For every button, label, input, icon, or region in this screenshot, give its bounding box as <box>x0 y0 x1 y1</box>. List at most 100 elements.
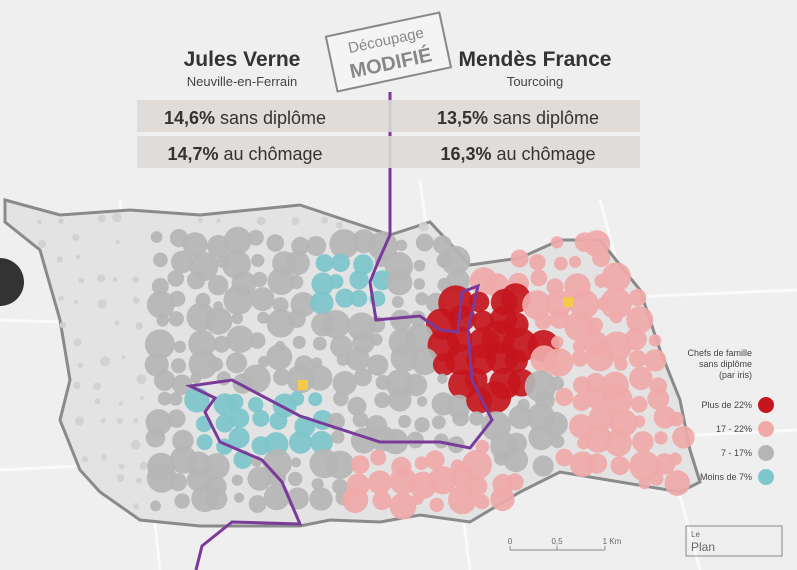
dot <box>532 455 554 477</box>
dot <box>544 348 574 377</box>
dot <box>528 424 554 451</box>
dot <box>116 417 123 424</box>
dot <box>135 322 143 330</box>
dot <box>133 503 140 510</box>
dot <box>252 271 268 288</box>
dot <box>204 307 233 335</box>
dot <box>367 354 389 376</box>
dot <box>415 292 429 306</box>
dot <box>157 391 172 406</box>
dot <box>672 426 695 449</box>
dot <box>112 212 122 223</box>
dot <box>247 229 264 246</box>
dot <box>413 278 426 290</box>
legend-swatch <box>758 397 774 413</box>
dot <box>171 374 193 395</box>
dot <box>56 256 63 263</box>
scale-label: 0,5 <box>551 537 563 546</box>
dot <box>418 221 429 232</box>
legend-title: Chefs de famille <box>687 348 752 358</box>
dot <box>72 233 80 241</box>
dot <box>291 457 301 468</box>
dot <box>331 253 350 272</box>
dot <box>145 427 166 448</box>
dot <box>389 492 417 520</box>
dot <box>252 409 270 427</box>
legend-swatch <box>758 469 774 485</box>
dot <box>479 381 512 414</box>
scale-label: 0 <box>508 537 513 546</box>
school-marker <box>298 380 308 390</box>
dot <box>58 218 64 225</box>
dot <box>604 429 633 457</box>
dot <box>73 382 81 390</box>
right-subtitle: Tourcoing <box>507 74 563 89</box>
dot <box>59 321 67 329</box>
dot <box>140 395 145 400</box>
dot <box>350 455 370 474</box>
dot <box>411 492 424 505</box>
dot <box>272 297 289 314</box>
dot <box>411 348 439 376</box>
dot <box>132 296 140 304</box>
dot <box>669 411 684 427</box>
dot <box>554 256 568 271</box>
dot <box>81 456 89 463</box>
dot <box>347 396 367 416</box>
dot <box>425 450 445 470</box>
dot <box>632 431 654 453</box>
dot <box>415 233 434 252</box>
dot <box>94 398 101 405</box>
dot <box>407 431 424 449</box>
dot <box>266 234 285 252</box>
dot <box>153 369 176 391</box>
right-title: Mendès France <box>459 48 612 71</box>
dot <box>629 366 653 391</box>
dot <box>173 340 186 353</box>
dot <box>368 231 398 261</box>
legend-swatch <box>758 421 774 437</box>
stat-label: sans diplôme <box>220 108 326 128</box>
dot <box>226 352 247 374</box>
dot <box>549 376 565 391</box>
dot <box>588 405 615 431</box>
stamp-frame <box>324 11 453 93</box>
dot <box>510 249 529 268</box>
dot <box>587 317 604 334</box>
dot <box>374 392 391 409</box>
school-marker <box>563 297 573 307</box>
dot <box>664 470 691 496</box>
dot <box>584 386 607 409</box>
dot <box>170 358 187 374</box>
dot <box>287 309 306 328</box>
dot <box>168 311 184 327</box>
dot <box>506 473 524 491</box>
dot <box>370 449 387 466</box>
logo: Le Plan <box>685 525 783 557</box>
dot <box>156 314 169 327</box>
dot <box>100 356 110 367</box>
dot <box>333 390 349 407</box>
dot <box>600 287 632 320</box>
dot <box>256 216 266 226</box>
dot <box>386 269 413 296</box>
dot <box>346 347 370 371</box>
stat-line: 13,5% sans diplôme <box>437 108 599 128</box>
dot <box>469 411 484 426</box>
dot <box>551 335 564 349</box>
dot <box>291 217 300 226</box>
dot <box>395 239 408 252</box>
dot <box>151 277 169 295</box>
dot <box>506 432 527 454</box>
dot <box>248 332 266 349</box>
dot <box>257 311 270 324</box>
legend-label: Moins de 7% <box>700 472 752 482</box>
dot <box>586 453 608 474</box>
dot <box>437 373 448 384</box>
dot <box>100 418 106 424</box>
dot <box>114 320 120 326</box>
dot <box>213 335 231 353</box>
dot <box>248 495 267 513</box>
dot <box>38 240 47 248</box>
